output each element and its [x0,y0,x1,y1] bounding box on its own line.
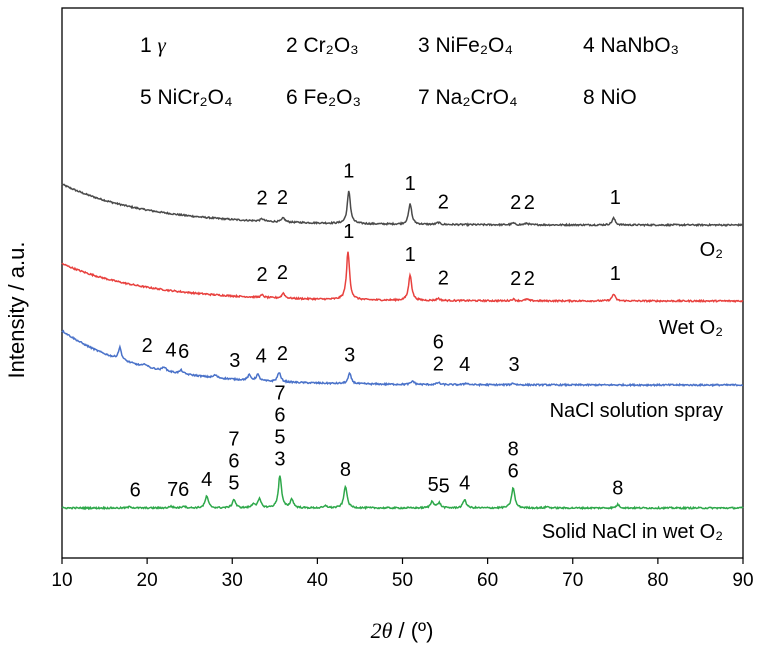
series-line [61,329,744,388]
peak-label: 2 [524,268,535,290]
x-tick-label: 80 [647,570,668,591]
peak-label: 4 [165,340,176,362]
peak-label: 4 [256,345,267,367]
peak-label: 2 [433,354,444,376]
peak-label: 4 [201,469,212,491]
peak-label: 6 [508,461,519,483]
x-tick-label: 20 [137,570,158,591]
peak-label: 5 [274,426,285,448]
peak-label: 5 [428,474,439,496]
peak-label: 1 [610,187,621,209]
peak-label: 1 [343,160,354,182]
peak-label: 2 [277,343,288,365]
peak-label: 2 [438,191,449,213]
x-tick-label: 90 [732,570,753,591]
peak-label: 3 [229,350,240,372]
peak-label: 8 [612,478,623,500]
peak-label: 7 [228,428,239,450]
legend-entry: 6 Fe₂O₃ [286,86,361,109]
peak-label: 7 [167,479,178,501]
x-tick-label: 30 [222,570,243,591]
peak-label: 6 [130,480,141,502]
legend-entry: 8 NiO [583,86,637,109]
legend-entry: 4 NaNbO₃ [583,34,679,57]
peak-label: 5 [228,472,239,494]
peak-label: 2 [524,192,535,214]
series-name: O₂ [700,239,723,261]
x-tick-label: 60 [477,570,498,591]
x-tick-label: 40 [307,570,328,591]
peak-label: 3 [508,354,519,376]
x-axis-label-unit: / (º) [392,618,433,643]
peak-label: 4 [459,472,470,494]
peak-label: 8 [340,459,351,481]
legend-entry: 7 Na₂CrO₄ [418,86,518,109]
x-tick-label: 70 [562,570,583,591]
peak-label: 1 [610,263,621,285]
series-line [61,251,744,304]
peak-label: 5 [439,475,450,497]
legend-entry: 1 γ [140,33,167,57]
peak-label: 6 [433,332,444,354]
peak-label: 6 [274,404,285,426]
peak-label: 2 [510,268,521,290]
x-tick-label: 50 [392,570,413,591]
x-axis-label: 2θ / (º) [371,618,434,643]
x-axis-label-symbol: 2θ [371,618,393,643]
peak-label: 7 [274,382,285,404]
peak-label: 1 [405,173,416,195]
peak-label: 6 [228,450,239,472]
peak-label: 2 [256,188,267,210]
legend-entry: 2 Cr₂O₃ [286,34,359,57]
peak-label: 6 [178,479,189,501]
peak-label: 3 [344,345,355,367]
peak-label: 3 [274,448,285,470]
legend-entry: 5 NiCr₂O₄ [140,86,233,109]
series-line [61,475,744,511]
series-name: Solid NaCl in wet O₂ [542,521,723,543]
peak-label: 1 [405,244,416,266]
x-tick-label: 10 [51,570,72,591]
peak-label: 4 [459,354,470,376]
peak-label: 8 [508,439,519,461]
peak-label: 2 [510,192,521,214]
peak-label: 2 [277,187,288,209]
y-axis-label: Intensity / a.u. [4,242,29,379]
peak-label: 6 [178,341,189,363]
peak-label: 2 [438,267,449,289]
peak-label: 2 [277,262,288,284]
peak-label: 2 [142,335,153,357]
legend-entry: 3 NiFe₂O₄ [418,34,513,57]
series-name: NaCl solution spray [550,400,723,422]
peak-label: 2 [256,264,267,286]
series-name: Wet O₂ [659,317,723,339]
series-line [61,183,744,228]
peak-label: 1 [343,221,354,243]
